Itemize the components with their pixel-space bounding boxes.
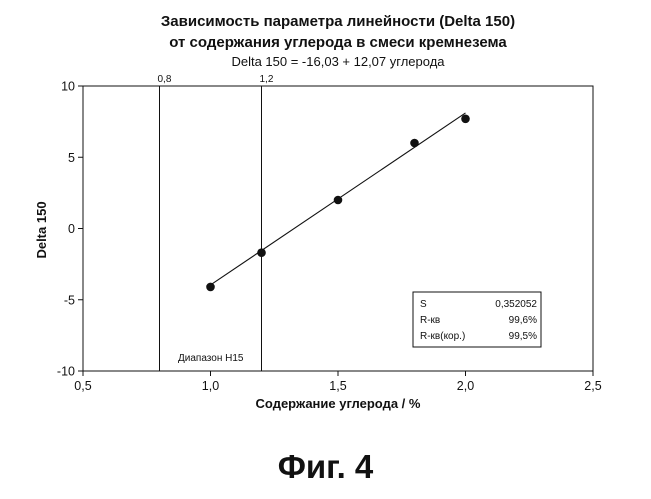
chart-title-line-1: Зависимость параметра линейности (Delta … [161, 13, 515, 30]
stats-table: S 0,352052 R-кв 99,6% R-кв(кор.) 99,5% [413, 292, 541, 347]
x-tick-label-0: 0,5 [74, 379, 91, 393]
regression-equation: Delta 150 = -16,03 + 12,07 углерода [231, 54, 445, 69]
stats-rsq-adj-name: R-кв(кор.) [420, 331, 465, 342]
figure-label: Фиг. 4 [0, 448, 651, 486]
data-point-0 [206, 283, 215, 292]
range-annotation: Диапазон H15 [178, 353, 244, 364]
data-point-4 [461, 114, 470, 123]
x-tick-label-4: 2,5 [584, 379, 601, 393]
x-tick-label-2: 1,5 [329, 379, 346, 393]
chart: Зависимость параметра линейности (Delta … [0, 0, 651, 440]
reference-lines: 0,8 1,2 [158, 74, 274, 371]
x-tick-label-3: 2,0 [457, 379, 474, 393]
data-point-3 [410, 139, 419, 148]
reference-line-label-0: 0,8 [158, 74, 172, 85]
stats-rsq-name: R-кв [420, 315, 440, 326]
y-tick-label-0: -10 [57, 365, 75, 379]
y-tick-label-1: -5 [64, 293, 75, 307]
stats-rsq-adj-value: 99,5% [509, 331, 537, 342]
x-axis-label: Содержание углерода / % [256, 396, 421, 411]
stats-rsq-value: 99,6% [509, 315, 537, 326]
y-tick-label-4: 10 [61, 80, 75, 94]
y-axis-label: Delta 150 [34, 201, 49, 258]
stats-s-name: S [420, 299, 427, 310]
data-points [206, 114, 470, 291]
y-axis-ticks: -10 -5 0 5 10 [57, 80, 83, 379]
data-point-2 [334, 196, 343, 205]
x-axis-ticks: 0,5 1,0 1,5 2,0 2,5 [74, 371, 601, 393]
reference-line-label-1: 1,2 [260, 74, 274, 85]
x-tick-label-1: 1,0 [202, 379, 219, 393]
data-point-1 [257, 248, 266, 257]
y-tick-label-2: 0 [68, 222, 75, 236]
chart-title-line-2: от содержания углерода в смеси кремнезем… [169, 34, 507, 51]
y-tick-label-3: 5 [68, 151, 75, 165]
stats-s-value: 0,352052 [495, 299, 537, 310]
